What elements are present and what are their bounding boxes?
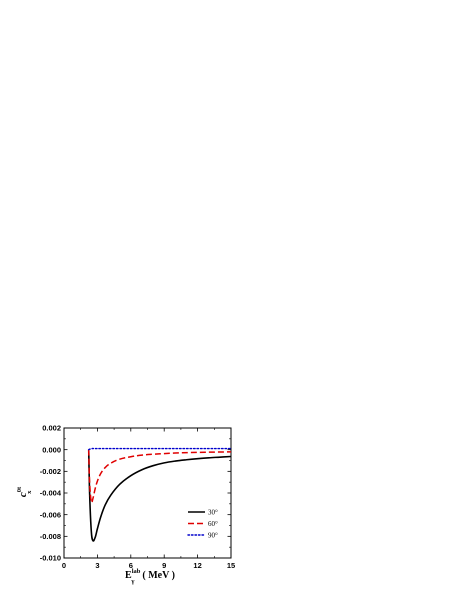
x-tick-label: 6 [129, 561, 133, 570]
series-line-3 [88, 447, 232, 451]
y-tick-label: -0.006 [40, 510, 61, 519]
y-tick-label: -0.008 [40, 532, 61, 541]
axis-titles: Elab γ( MeV ) c0t x [16, 486, 175, 585]
x-tick-label: 12 [193, 561, 201, 570]
y-tick-label: 0.002 [42, 424, 61, 433]
x-tick-label: 9 [162, 561, 166, 570]
y-tick-label: 0.000 [42, 445, 61, 454]
legend: 30° 60° 90° [187, 509, 218, 540]
x-axis-title: Elab γ( MeV ) [125, 568, 175, 585]
x-tick-label: 0 [62, 561, 66, 570]
legend-label-2: 60° [208, 520, 218, 528]
y-tick-label: -0.002 [40, 467, 61, 476]
y-axis-title: c0t x [16, 486, 33, 497]
series-line-1 [87, 449, 232, 542]
axis-ticks: 0 3 6 9 12 15 0.002 0.000 -0.002 -0.004 -0.006 -0.0… [40, 424, 235, 570]
y-tick-label: -0.010 [40, 554, 61, 563]
x-tick-label: 15 [227, 561, 235, 570]
y-tick-label: -0.004 [40, 489, 62, 498]
legend-label-3: 90° [208, 532, 218, 540]
series-line-2 [87, 449, 232, 504]
series-lines [87, 447, 232, 542]
legend-label-1: 30° [208, 509, 218, 517]
x-tick-label: 3 [95, 561, 99, 570]
